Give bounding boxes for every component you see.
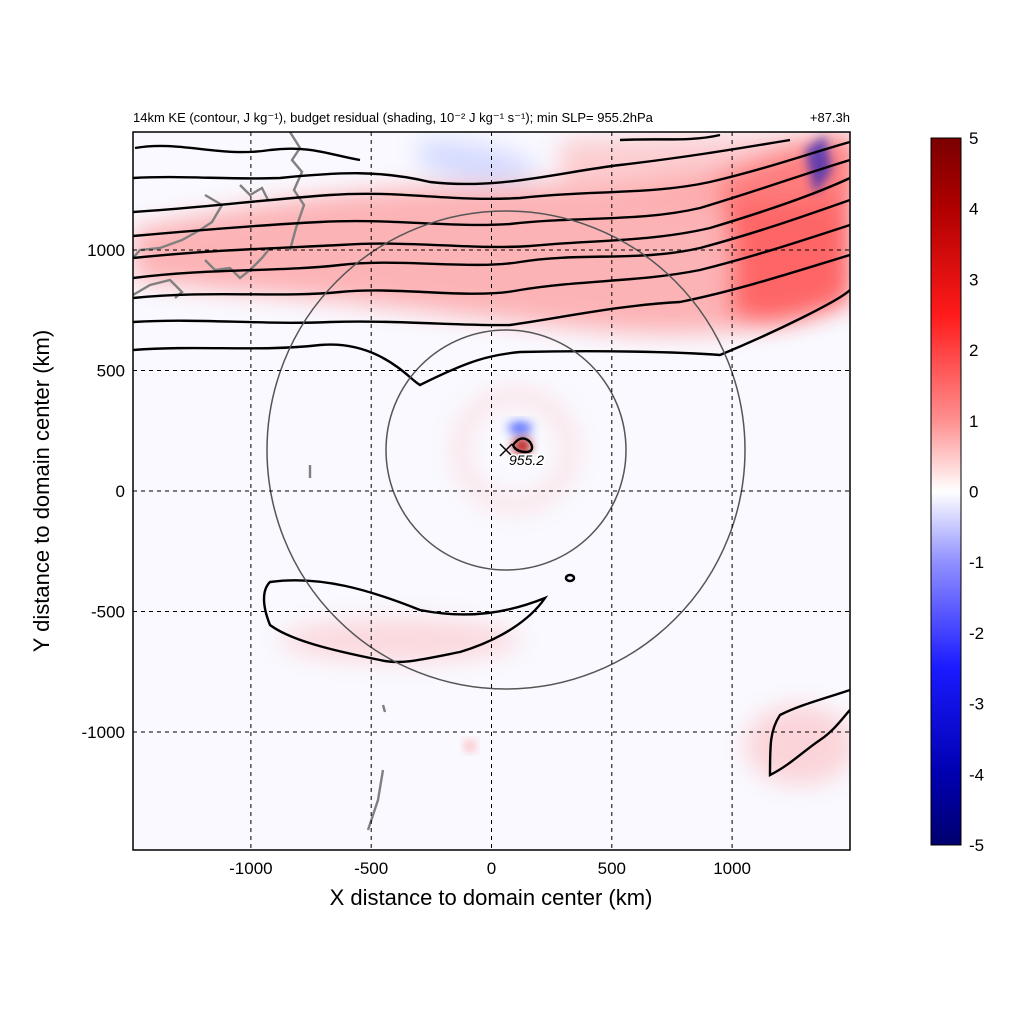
colorbar-tick-label: -4 — [969, 765, 984, 784]
y-axis-ticks: -1000 -500 0 500 1000 — [82, 241, 125, 742]
colorbar-tick-label: 5 — [969, 129, 978, 148]
plot-time-label: +87.3h — [810, 110, 850, 125]
colorbar-tick-label: -5 — [969, 836, 984, 855]
storm-ring-shading — [455, 390, 575, 510]
ke-contour-3 — [133, 223, 850, 300]
ke-contour-5 — [133, 176, 850, 260]
colorbar-tick-label: -2 — [969, 624, 984, 643]
y-tick-label: 1000 — [87, 241, 125, 260]
positive-upper-band — [560, 132, 850, 205]
ke-contour-9 — [134, 144, 361, 162]
colorbar-tick-label: 0 — [969, 483, 978, 502]
coastline-north-5 — [239, 184, 270, 201]
colorbar-tick-label: -3 — [969, 695, 984, 714]
colorbar-tick-label: 2 — [969, 341, 978, 360]
isolated-positive-spot — [465, 741, 475, 751]
ke-contour-south — [262, 579, 549, 664]
outer-range-circle — [266, 210, 746, 690]
ke-contour-4 — [133, 198, 850, 280]
storm-center-marker — [499, 443, 513, 457]
y-tick-label: -1000 — [82, 723, 125, 742]
min-slp-label: 955.2 — [509, 452, 544, 468]
colorbar-tick-label: -1 — [969, 553, 984, 572]
colorbar-tick-label: 3 — [969, 270, 978, 289]
plot-area: 955.2 — [133, 132, 850, 850]
x-tick-label: 1000 — [713, 859, 751, 878]
x-tick-label: -1000 — [229, 859, 272, 878]
x-tick-label: 500 — [598, 859, 626, 878]
ke-contour-southeast — [768, 688, 850, 777]
y-tick-label: -500 — [91, 602, 125, 621]
island-small-2 — [381, 704, 387, 713]
south-positive-band — [280, 618, 520, 662]
ke-contour-1 — [133, 289, 850, 387]
colorbar-tick-label: 4 — [969, 200, 978, 219]
x-tick-label: -500 — [354, 859, 388, 878]
ke-contour-storm-core — [511, 437, 534, 454]
ke-contour-2 — [133, 253, 850, 327]
inner-range-circle — [385, 329, 627, 571]
ke-contour-small — [564, 573, 576, 583]
plot-title: 14km KE (contour, J kg⁻¹), budget residu… — [133, 110, 654, 125]
ke-contour-8 — [133, 138, 791, 186]
x-axis-ticks: -1000 -500 0 500 1000 — [229, 859, 751, 878]
plot-frame — [132, 131, 851, 851]
southeast-positive-patch — [745, 705, 850, 785]
y-axis-label: Y distance to domain center (km) — [29, 330, 54, 652]
negative-north-patch — [420, 140, 540, 183]
ke-contour-6 — [133, 158, 850, 238]
colorbar-tick-label: 1 — [969, 412, 978, 431]
x-axis-label: X distance to domain center (km) — [330, 885, 653, 910]
colorbar-gradient — [930, 137, 962, 846]
y-tick-label: 0 — [116, 482, 125, 501]
coastline-north-4 — [204, 247, 271, 280]
x-tick-label: 0 — [487, 859, 496, 878]
colorbar-ticks: 5 4 3 2 1 0 -1 -2 -3 -4 -5 — [969, 129, 984, 855]
colorbar: 5 4 3 2 1 0 -1 -2 -3 -4 -5 — [930, 129, 984, 855]
ke-contour-7 — [133, 140, 850, 214]
ke-contour-10 — [619, 133, 721, 142]
ke-contours — [133, 133, 850, 777]
y-tick-label: 500 — [97, 362, 125, 381]
storm-core-negative — [508, 422, 532, 434]
